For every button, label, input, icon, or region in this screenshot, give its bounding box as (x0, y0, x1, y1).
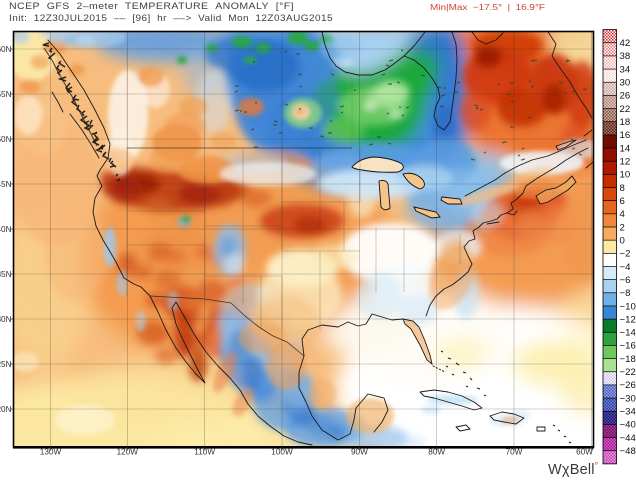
svg-text:WχBell: WχBell (548, 462, 595, 478)
svg-text:−14: −14 (620, 328, 636, 339)
svg-text:Min|Max −17.5° | 16.9°F: Min|Max −17.5° | 16.9°F (430, 2, 545, 12)
svg-text:−22: −22 (620, 367, 636, 378)
svg-text:−12: −12 (620, 314, 636, 325)
svg-text:°: ° (595, 460, 599, 470)
svg-text:−34: −34 (620, 407, 636, 418)
svg-text:50N: 50N (0, 135, 12, 144)
svg-text:55N: 55N (0, 90, 12, 99)
svg-text:45N: 45N (0, 180, 12, 189)
svg-text:2: 2 (620, 222, 625, 233)
svg-text:−26: −26 (620, 380, 636, 391)
svg-text:16: 16 (620, 130, 631, 141)
svg-text:−44: −44 (620, 433, 636, 444)
svg-text:34: 34 (620, 64, 631, 75)
svg-text:38: 38 (620, 51, 631, 62)
svg-text:100W: 100W (271, 448, 293, 457)
svg-text:6: 6 (620, 196, 625, 207)
svg-text:14: 14 (620, 143, 631, 154)
svg-text:−48: −48 (620, 446, 636, 457)
svg-text:10: 10 (620, 170, 631, 181)
svg-text:8: 8 (620, 183, 625, 194)
svg-text:Init: 12Z30JUL2015 –– [96]: Init: 12Z30JUL2015 –– [96] hr ––> Valid … (9, 13, 333, 23)
svg-text:35N: 35N (0, 270, 12, 279)
svg-text:26: 26 (620, 91, 631, 102)
svg-text:130W: 130W (40, 448, 62, 457)
svg-text:25N: 25N (0, 360, 12, 369)
svg-text:110W: 110W (194, 448, 215, 457)
svg-text:60N: 60N (0, 45, 12, 54)
svg-text:NCEP GFS 2–meter TEMPERATUR: NCEP GFS 2–meter TEMPERATURE ANOMALY [°F… (9, 1, 294, 11)
svg-text:120W: 120W (117, 448, 139, 457)
svg-text:−18: −18 (620, 354, 636, 365)
svg-text:42: 42 (620, 38, 631, 49)
svg-text:90W: 90W (351, 448, 368, 457)
svg-text:−6: −6 (620, 275, 631, 286)
svg-text:12: 12 (620, 157, 631, 168)
svg-text:30N: 30N (0, 315, 12, 324)
svg-text:−2: −2 (620, 249, 631, 260)
svg-text:−8: −8 (620, 288, 631, 299)
svg-text:−40: −40 (620, 420, 636, 431)
svg-text:40N: 40N (0, 225, 12, 234)
svg-text:4: 4 (620, 209, 626, 220)
svg-text:22: 22 (620, 104, 631, 115)
svg-text:18: 18 (620, 117, 631, 128)
svg-text:20N: 20N (0, 405, 12, 414)
svg-text:−30: −30 (620, 393, 636, 404)
svg-text:30: 30 (620, 78, 631, 89)
svg-text:80W: 80W (428, 448, 445, 457)
svg-text:−10: −10 (620, 301, 636, 312)
svg-text:−4: −4 (620, 262, 632, 273)
svg-text:70W: 70W (506, 448, 523, 457)
svg-text:−16: −16 (620, 341, 636, 352)
svg-text:60W: 60W (576, 448, 593, 457)
svg-text:0: 0 (620, 235, 625, 246)
